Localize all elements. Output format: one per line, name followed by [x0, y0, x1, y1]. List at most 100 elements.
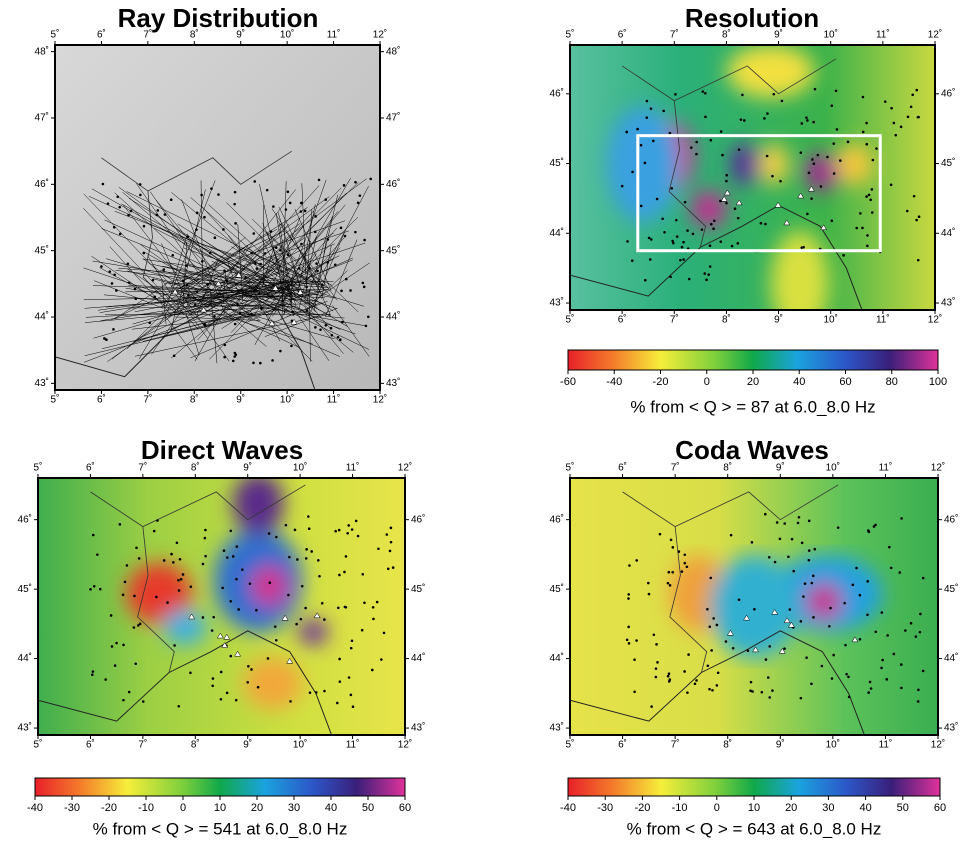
lon-label: 12˚ [931, 739, 945, 751]
event [832, 654, 835, 657]
event [116, 195, 119, 198]
colorbar [568, 778, 940, 796]
event [223, 269, 226, 272]
event [684, 201, 687, 204]
event [779, 537, 782, 540]
event [647, 582, 650, 585]
event [808, 559, 811, 562]
event [871, 211, 874, 214]
lon-label: 7˚ [138, 462, 147, 474]
lon-label: 6˚ [618, 462, 627, 474]
event [806, 119, 809, 122]
lon-label: 11˚ [879, 739, 893, 751]
event [107, 202, 110, 205]
event [315, 262, 318, 265]
lon-label: 5˚ [566, 739, 575, 751]
event [323, 618, 326, 621]
lat-label: 46˚ [411, 513, 425, 525]
event [662, 110, 665, 113]
event [111, 282, 114, 285]
event [369, 178, 372, 181]
event [289, 202, 292, 205]
event [220, 698, 223, 701]
colorbar-label: -40 [560, 802, 576, 814]
event [153, 296, 156, 299]
event [915, 89, 918, 92]
lon-label: 11˚ [876, 29, 890, 41]
colorbar-label: 100 [929, 376, 947, 388]
event [646, 100, 649, 103]
event [816, 154, 819, 157]
lon-label: 5˚ [566, 462, 575, 474]
event [376, 601, 379, 604]
event [640, 144, 643, 147]
event [122, 699, 125, 702]
event [260, 307, 263, 310]
event [173, 354, 176, 357]
event [919, 613, 922, 616]
event [847, 141, 850, 144]
lat-label: 43˚ [35, 377, 49, 389]
event [648, 237, 651, 240]
event [881, 659, 884, 662]
event [178, 589, 181, 592]
lon-label: 10˚ [293, 462, 307, 474]
lon-label: 8˚ [190, 394, 199, 406]
lon-label: 6˚ [618, 29, 627, 41]
event [712, 617, 715, 620]
event [760, 222, 763, 225]
event [621, 185, 624, 188]
event [352, 705, 355, 708]
event [264, 252, 267, 255]
lon-label: 10˚ [823, 314, 837, 326]
event [717, 671, 720, 674]
event [835, 89, 838, 92]
event [655, 643, 658, 646]
event [842, 254, 845, 257]
event [287, 253, 290, 256]
event [344, 235, 347, 238]
event [668, 672, 671, 675]
lon-label: 12˚ [928, 29, 942, 41]
lon-label: 10˚ [280, 29, 294, 41]
event [249, 582, 252, 585]
lat-label: 44˚ [944, 652, 958, 664]
event [344, 606, 347, 609]
event [847, 676, 850, 679]
colorbar [35, 778, 405, 796]
event [650, 705, 653, 708]
event [628, 642, 631, 645]
event [797, 522, 800, 525]
event [880, 667, 883, 670]
event [259, 263, 262, 266]
panel-title: Direct Waves [141, 435, 303, 465]
figure: Ray Distribution5˚5˚6˚6˚7˚7˚8˚8˚9˚9˚10˚1… [0, 0, 965, 846]
lon-label: 6˚ [86, 462, 95, 474]
event [351, 639, 354, 642]
event [108, 270, 111, 273]
event [707, 273, 710, 276]
event [881, 611, 884, 614]
event [650, 107, 653, 110]
event [628, 564, 631, 567]
lat-label: 44˚ [386, 311, 400, 323]
event [309, 691, 312, 694]
event [137, 624, 140, 627]
event [866, 245, 869, 248]
event [383, 632, 386, 635]
event [295, 623, 298, 626]
colorbar-label: -20 [101, 802, 117, 814]
event [725, 174, 728, 177]
lat-label: 46˚ [550, 87, 564, 99]
event [768, 696, 771, 699]
lat-label: 44˚ [411, 652, 425, 664]
event [870, 687, 873, 690]
lat-label: 46˚ [386, 178, 400, 190]
anomaly [760, 143, 789, 185]
lat-label: 45˚ [550, 583, 564, 595]
event [387, 568, 390, 571]
colorbar-label: 0 [180, 802, 186, 814]
lon-label: 5˚ [566, 29, 575, 41]
event [862, 131, 865, 134]
colorbar-label: -20 [634, 802, 650, 814]
